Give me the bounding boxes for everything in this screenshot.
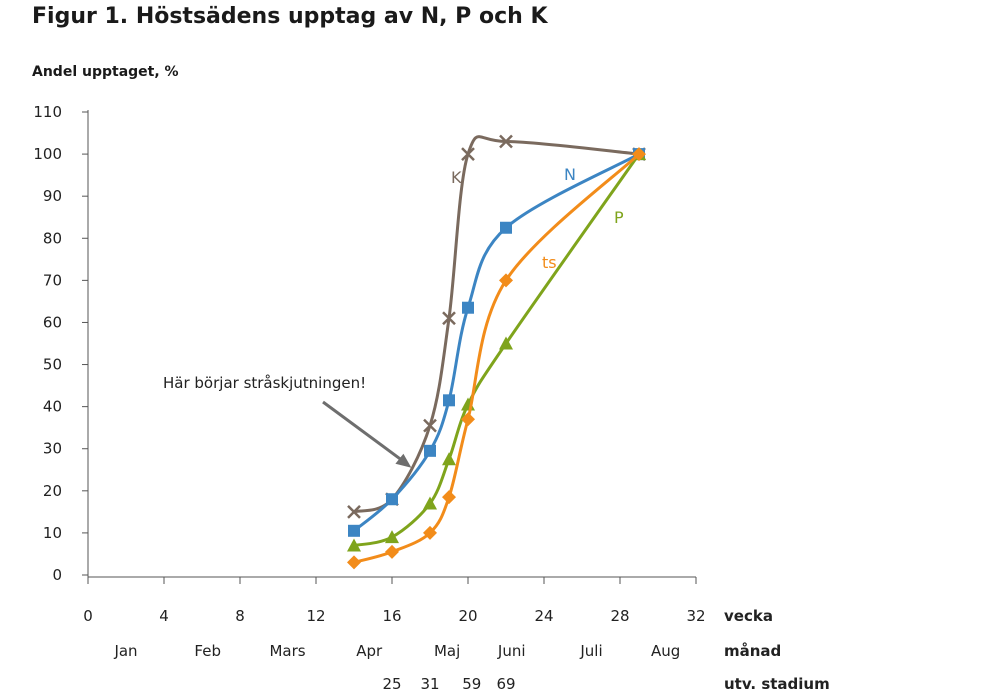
month-label: Apr [356, 642, 383, 660]
y-tick-label: 10 [43, 524, 62, 542]
y-tick-label: 20 [43, 482, 62, 500]
y-tick-label: 110 [33, 103, 62, 121]
x-tick-label: 8 [235, 607, 245, 625]
stage-label: 25 [382, 675, 401, 693]
x-tick-label: 4 [159, 607, 169, 625]
data-point-K [461, 147, 475, 161]
x-tick-label: 12 [306, 607, 325, 625]
data-point-ts [632, 147, 646, 162]
month-row-label: månad [724, 642, 781, 660]
stage-label: 31 [420, 675, 439, 693]
month-label: Aug [651, 642, 680, 660]
data-point-ts [499, 273, 513, 288]
data-point-P [385, 530, 399, 544]
data-point-K [499, 134, 513, 149]
y-tick-label: 30 [43, 440, 62, 458]
y-tick-label: 60 [43, 313, 62, 331]
y-tick-label: 50 [43, 356, 62, 374]
data-point-P [499, 336, 513, 350]
y-tick-label: 80 [43, 229, 62, 247]
data-point-ts [385, 544, 399, 559]
data-point-N [424, 444, 436, 457]
month-label: Juli [579, 642, 602, 660]
chart-title: Figur 1. Höstsädens upptag av N, P och K [32, 4, 548, 29]
annotation-arrow [322, 400, 407, 464]
x-tick-label: 20 [458, 607, 477, 625]
data-point-ts [442, 490, 456, 505]
y-tick-label: 90 [43, 187, 62, 205]
data-point-N [443, 394, 455, 407]
month-label: Feb [194, 642, 221, 660]
data-point-K [423, 418, 437, 433]
y-tick-label: 100 [33, 145, 62, 163]
data-point-ts [423, 525, 437, 540]
data-point-K [442, 311, 456, 326]
x-tick-label: 24 [534, 607, 553, 625]
data-point-P [423, 496, 437, 510]
series-label-ts: ts [542, 253, 557, 272]
y-axis-label: Andel upptaget, % [32, 64, 179, 80]
data-point-ts [347, 555, 361, 570]
data-point-ts [461, 412, 475, 427]
x-tick-label: 28 [610, 607, 629, 625]
month-label: Juni [497, 642, 526, 660]
series-line-N [353, 152, 640, 532]
stage-row-label: utv. stadium [724, 675, 830, 693]
y-tick-label: 40 [43, 398, 62, 416]
x-tick-label: 0 [83, 607, 93, 625]
month-label: Maj [434, 642, 460, 660]
series-label-P: P [614, 208, 624, 227]
stage-label: 69 [496, 675, 515, 693]
stage-label: 59 [462, 675, 481, 693]
x-axis-label: vecka [724, 607, 773, 625]
data-point-N [386, 493, 398, 506]
annotation-text: Här börjar stråskjutningen! [163, 374, 366, 392]
x-tick-label: 32 [686, 607, 705, 625]
data-point-N [348, 524, 360, 537]
y-tick-label: 0 [52, 566, 62, 584]
data-point-P [347, 538, 361, 552]
series-line-P [353, 153, 641, 548]
series-label-N: N [564, 165, 576, 184]
data-point-P [442, 452, 456, 466]
month-label: Jan [113, 642, 137, 660]
data-point-N [500, 221, 512, 234]
x-tick-label: 16 [382, 607, 401, 625]
data-point-K [347, 504, 361, 519]
data-point-N [462, 301, 474, 314]
series-label-K: K [451, 168, 462, 187]
y-tick-label: 70 [43, 271, 62, 289]
month-label: Mars [269, 642, 305, 660]
annotation-arrowhead [395, 453, 412, 468]
